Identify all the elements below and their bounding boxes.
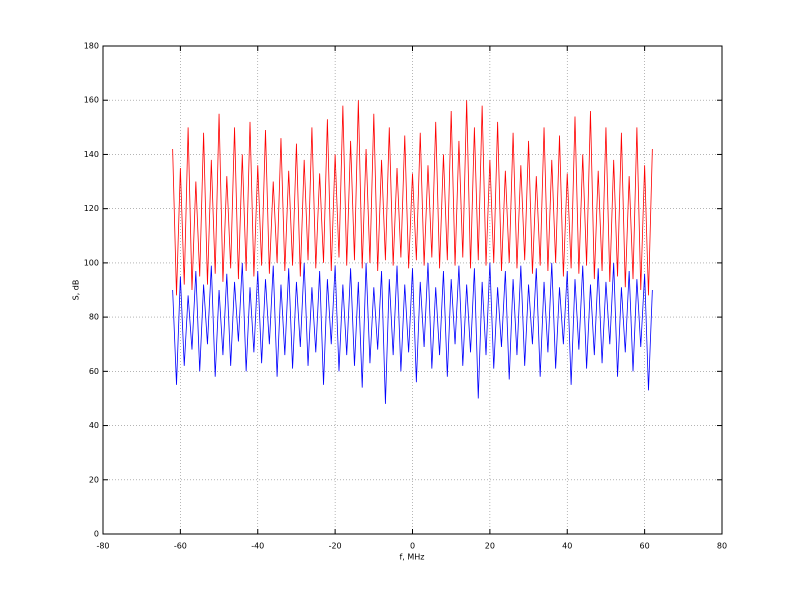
y-tick-label: 120 <box>84 204 99 213</box>
x-tick-label: -60 <box>174 542 187 551</box>
x-tick-label: 80 <box>717 542 727 551</box>
x-tick-label: -20 <box>329 542 342 551</box>
y-tick-label: 180 <box>84 42 99 51</box>
y-tick-label: 20 <box>89 475 99 484</box>
x-axis-label: f, MHz <box>399 553 424 562</box>
y-tick-label: 140 <box>84 150 99 159</box>
y-tick-label: 40 <box>89 421 99 430</box>
y-tick-label: 100 <box>84 258 99 267</box>
plot-frame <box>102 45 723 535</box>
x-tick-label: 60 <box>640 542 650 551</box>
y-tick-label: 0 <box>94 530 99 539</box>
y-tick-label: 80 <box>89 313 99 322</box>
series-line <box>172 262 653 404</box>
y-tick-label: 160 <box>84 96 99 105</box>
x-tick-label: -40 <box>251 542 264 551</box>
y-tick-label: 60 <box>89 367 99 376</box>
x-tick-label: 20 <box>485 542 495 551</box>
y-axis-label: S, dB <box>72 280 81 301</box>
x-tick-label: 0 <box>410 542 415 551</box>
x-tick-label: -80 <box>96 542 109 551</box>
x-tick-label: 40 <box>562 542 572 551</box>
series-line <box>172 100 653 296</box>
